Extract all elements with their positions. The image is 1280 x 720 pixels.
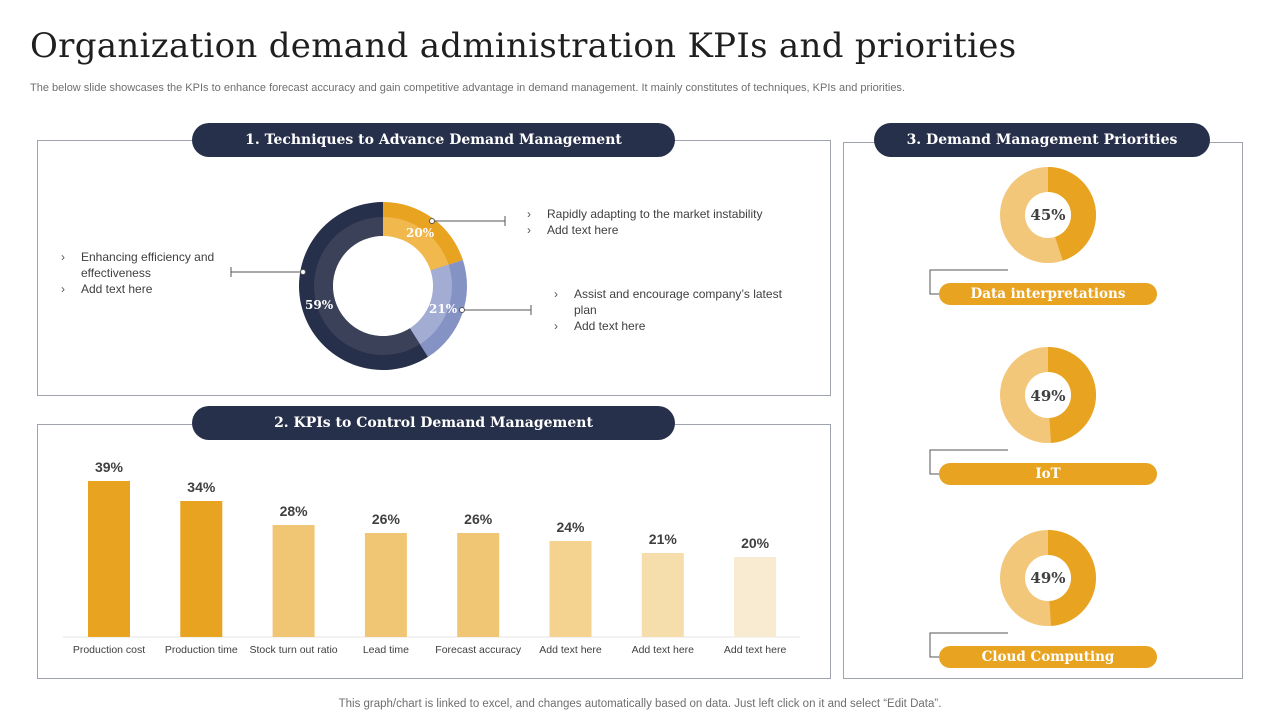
priority-connector-2 [929, 632, 1008, 658]
note-efficiency-line-1: Enhancing efficiency and effectiveness [61, 249, 221, 281]
note-market-line-1: Rapidly adapting to the market instabili… [527, 206, 807, 222]
donut-slice-inner-2 [314, 217, 420, 355]
note-assist-line-1: Assist and encourage company’s latest pl… [554, 286, 784, 318]
bar-value-label-6: 21% [648, 531, 677, 547]
bar-category-label-1: Production time [164, 644, 238, 656]
donut-label-21: 21% [429, 302, 458, 316]
connector-right-dot [459, 307, 465, 313]
donut-label-20: 20% [406, 226, 435, 240]
donut-slice-inner-0 [383, 217, 449, 271]
priorities-header: 3. Demand Management Priorities [874, 123, 1210, 157]
page-subtitle: The below slide showcases the KPIs to en… [30, 82, 905, 94]
techniques-header: 1. Techniques to Advance Demand Manageme… [192, 123, 675, 157]
bar-category-label-2: Stock turn out ratio [249, 644, 338, 656]
kpi-header: 2. KPIs to Control Demand Management [192, 406, 675, 440]
bar-5 [549, 541, 592, 637]
priority-pct-cloud: 49% [1030, 569, 1066, 587]
note-efficiency-line-2: Add text here [61, 281, 221, 297]
priority-donut-value-0 [1048, 167, 1096, 261]
priority-donut-hole-1 [1025, 372, 1071, 418]
bar-category-label-5: Add text here [539, 644, 602, 656]
bar-value-label-3: 26% [371, 511, 400, 527]
donut-label-59: 59% [305, 298, 334, 312]
note-market-line-2: Add text here [527, 222, 807, 238]
bar-category-label-7: Add text here [723, 644, 787, 656]
bar-value-label-1: 34% [187, 479, 216, 495]
bar-value-label-4: 26% [464, 511, 493, 527]
bar-7 [734, 557, 777, 637]
page-title: Organization demand administration KPIs … [30, 26, 1017, 66]
bar-value-label-0: 39% [94, 459, 124, 475]
bar-category-label-4: Forecast accuracy [435, 644, 522, 656]
bar-value-label-7: 20% [741, 535, 770, 551]
footer-note: This graph/chart is linked to excel, and… [338, 698, 942, 710]
bar-0 [88, 481, 130, 637]
priority-donut-value-1 [1048, 347, 1097, 443]
bar-2 [272, 525, 315, 637]
bar-value-label-5: 24% [556, 519, 585, 535]
priority-pct-data: 45% [1030, 206, 1066, 224]
priority-donut-value-2 [1048, 530, 1097, 626]
donut-slice-inner-1 [409, 264, 452, 345]
bar-3 [364, 533, 407, 637]
bar-4 [457, 533, 500, 637]
connector-top-dot [429, 218, 435, 224]
donut-hole [333, 236, 433, 336]
bar-1 [180, 501, 223, 637]
priority-label-cloud: Cloud Computing [939, 646, 1157, 668]
bar-category-label-0: Production cost [72, 644, 146, 656]
priority-connector-1 [929, 449, 1008, 475]
bar-category-label-6: Add text here [631, 644, 695, 656]
bar-6 [641, 553, 684, 637]
priority-donut-hole-0 [1025, 192, 1071, 238]
priority-label-data: Data interpretations [939, 283, 1157, 305]
priority-label-iot: IoT [939, 463, 1157, 485]
connector-left-dot [300, 269, 306, 275]
note-market: Rapidly adapting to the market instabili… [527, 206, 807, 238]
note-assist: Assist and encourage company’s latest pl… [554, 286, 784, 334]
priority-donut-hole-2 [1025, 555, 1071, 601]
bar-value-label-2: 28% [279, 503, 308, 519]
note-efficiency: Enhancing efficiency and effectiveness A… [61, 249, 221, 297]
note-assist-line-2: Add text here [554, 318, 784, 334]
bar-category-label-3: Lead time [362, 644, 409, 656]
priority-connector-0 [929, 269, 1008, 295]
priority-pct-iot: 49% [1030, 387, 1066, 405]
